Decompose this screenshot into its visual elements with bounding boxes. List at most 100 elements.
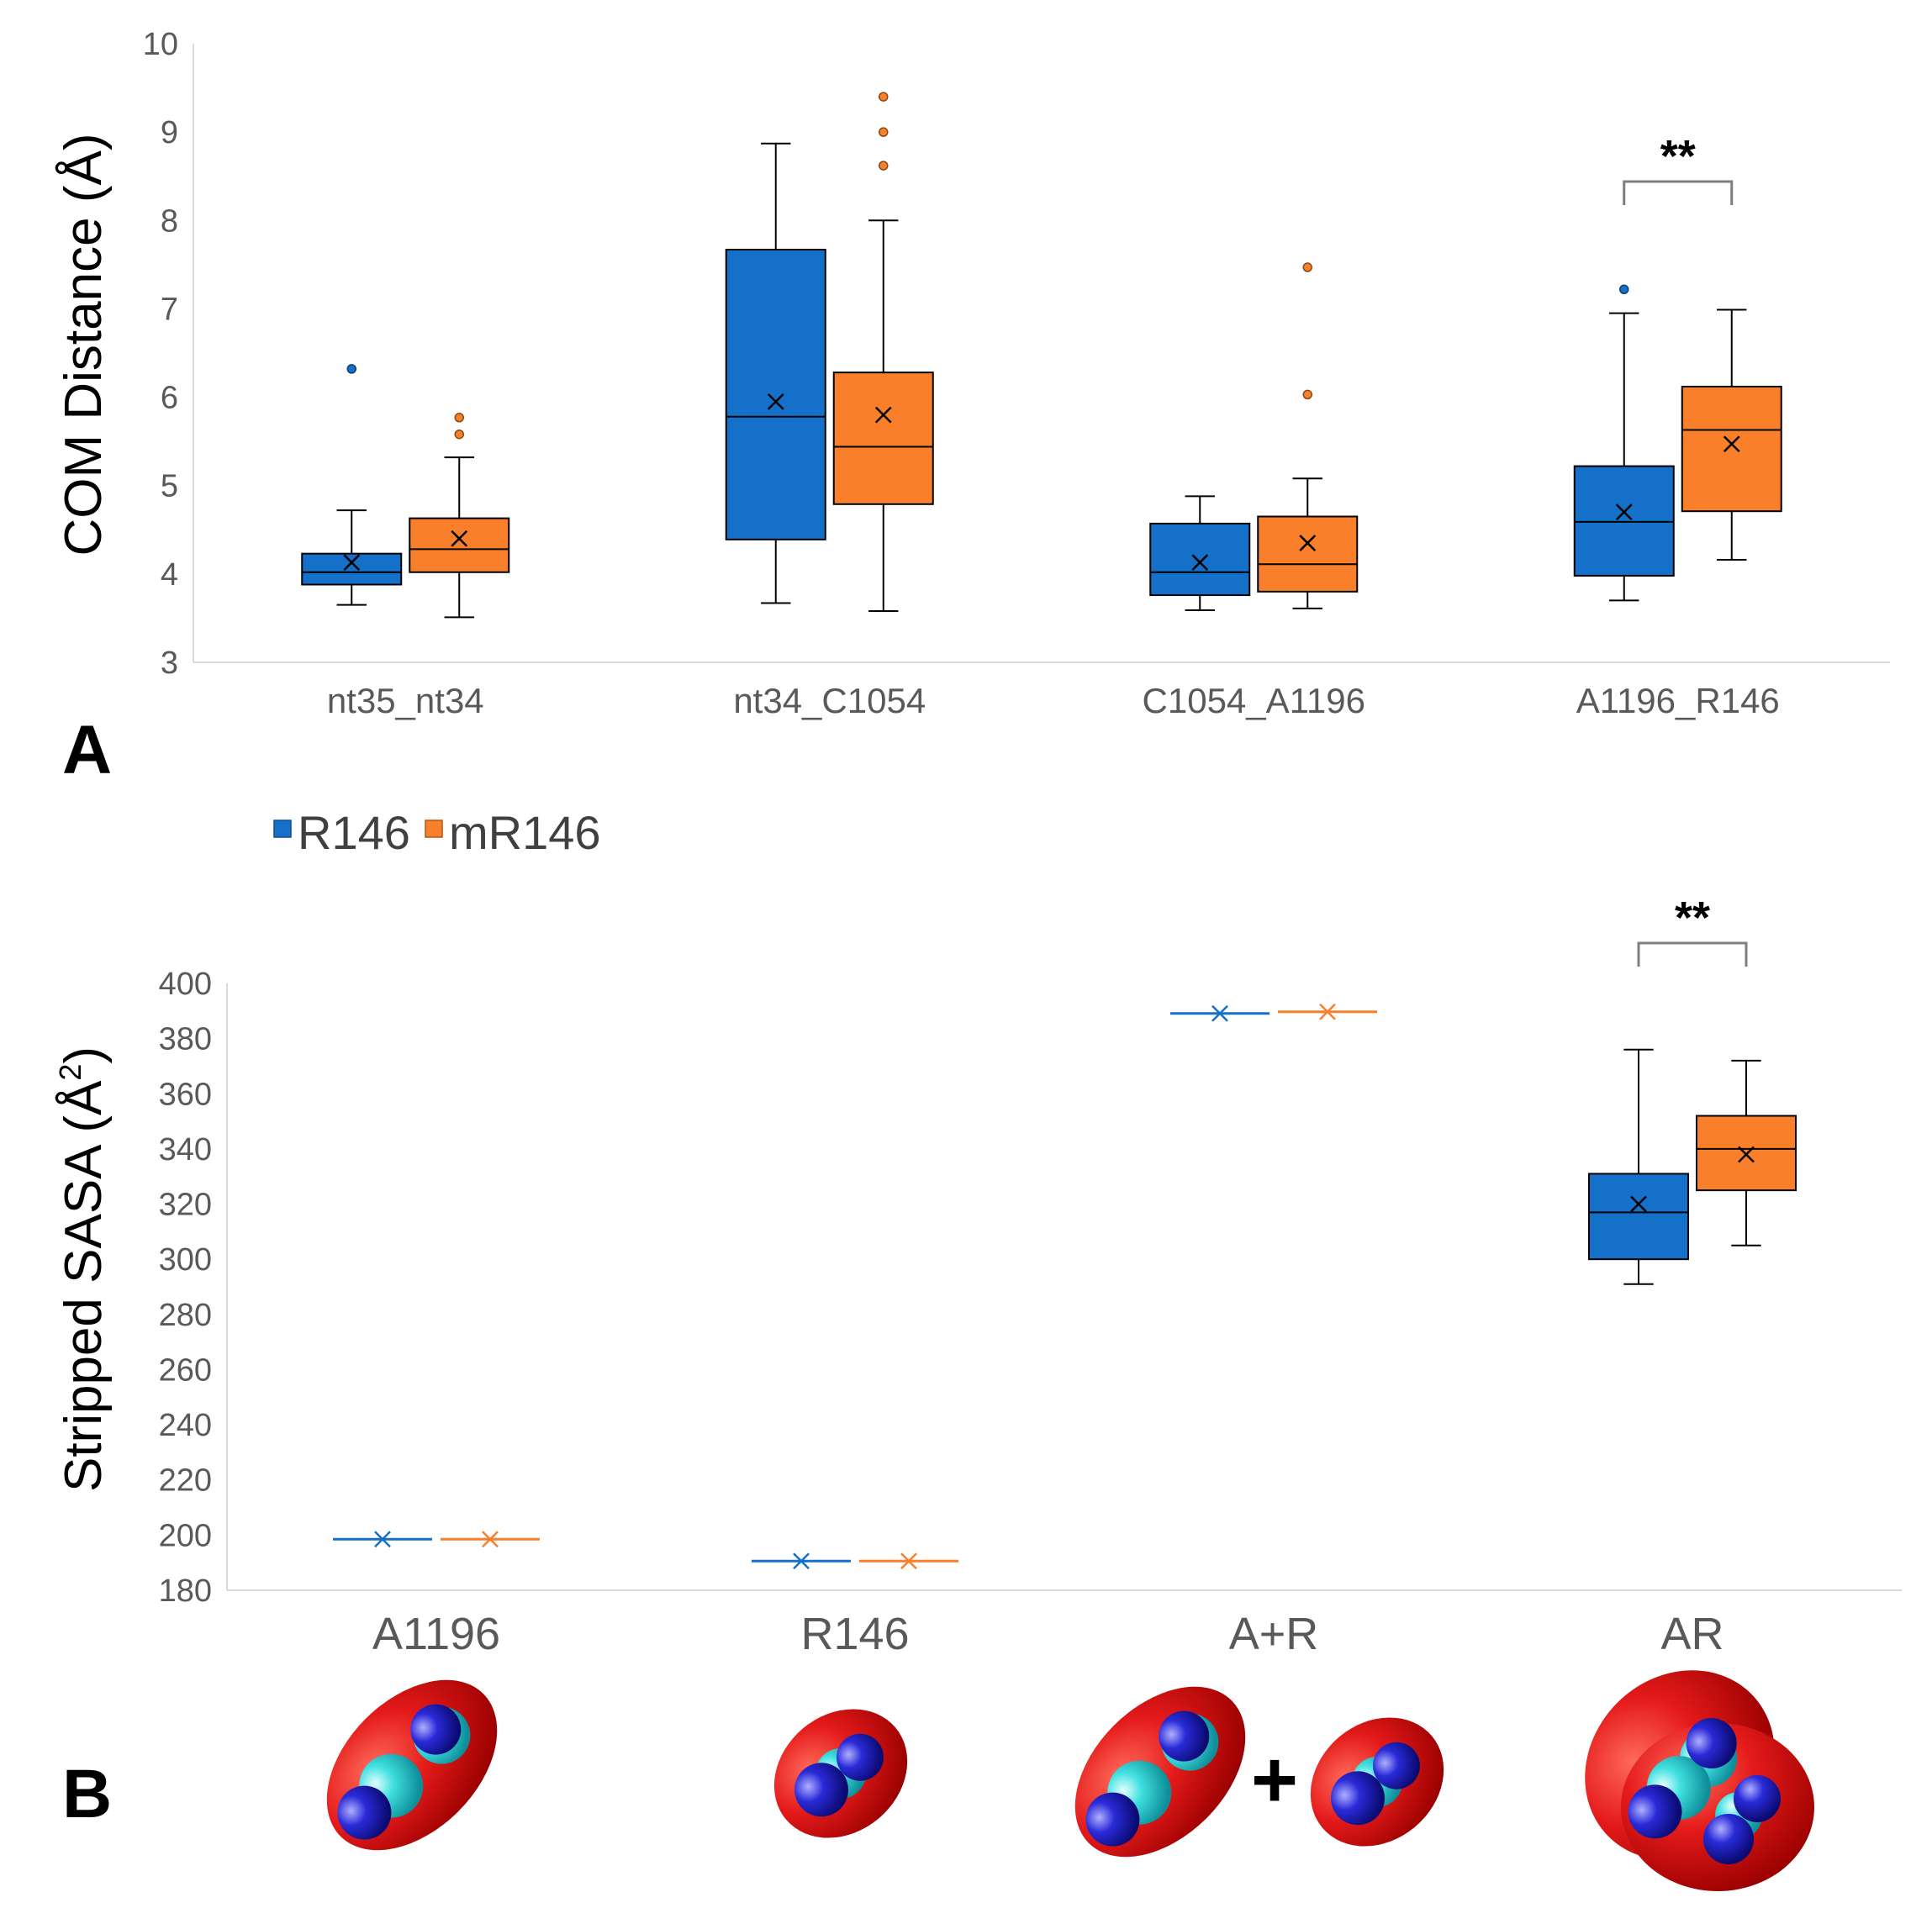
box-outlier-point	[454, 413, 464, 423]
box-mean-marker	[874, 406, 892, 424]
box-mean-marker	[1299, 535, 1317, 551]
y-tick-label: 4	[161, 557, 178, 593]
y-tick-label: 7	[161, 292, 178, 327]
box-mean-marker	[374, 1531, 391, 1548]
molecule-a1196-copy-nitrogen-icon	[1159, 1710, 1210, 1762]
x-category-label: A1196	[372, 1609, 500, 1659]
molecule-a1196-nitrogen-icon	[337, 1785, 392, 1840]
y-tick-label: 280	[159, 1298, 212, 1333]
y-tick-label: 260	[159, 1352, 212, 1388]
panel-b-ylabel: Stripped SASA (Å2)	[53, 1046, 113, 1492]
molecule-a1196-nitrogen-icon	[410, 1704, 462, 1755]
box-iqr	[1257, 515, 1359, 593]
molecule-r146-copy-nitrogen-icon	[1331, 1771, 1386, 1826]
molecule-r146-copy	[1310, 1717, 1444, 1847]
box-outlier-point	[1302, 389, 1312, 400]
box-outlier-point	[879, 92, 889, 102]
molecule-a1196-copy-nitrogen-icon	[1085, 1792, 1140, 1847]
y-tick-label: 400	[159, 967, 212, 1002]
x-category-label: A1196_R146	[1576, 681, 1780, 720]
y-tick-label: 10	[143, 27, 178, 62]
legend-label-r146: R146	[298, 806, 410, 859]
molecule-ar-complex	[1585, 1670, 1814, 1891]
box-mean-marker	[451, 530, 468, 547]
y-tick-label: 380	[159, 1022, 212, 1057]
y-tick-label: 240	[159, 1408, 212, 1443]
box-iqr	[832, 372, 934, 505]
molecule-ar-nitrogen-icon	[1734, 1775, 1781, 1822]
box-mean-marker	[1191, 554, 1209, 572]
molecule-a1196	[326, 1679, 498, 1851]
box-outlier-point	[1619, 284, 1629, 295]
box-mean-marker	[343, 554, 361, 572]
box-iqr	[409, 517, 510, 573]
y-tick-label: 220	[159, 1463, 212, 1499]
x-category-label: C1054_A1196	[1143, 681, 1365, 720]
panel-a-ylabel: COM Distance (Å)	[55, 134, 113, 556]
box-outlier-point	[879, 127, 889, 137]
box-mean-marker	[1615, 503, 1633, 521]
molecule-ar-nitrogen-icon	[1628, 1784, 1682, 1839]
molecule-a1196-copy	[1074, 1686, 1246, 1858]
box-mean-marker	[1738, 1146, 1755, 1163]
box-mean-marker	[1723, 435, 1740, 453]
box-outlier-point	[454, 429, 464, 440]
molecule-r146	[773, 1709, 908, 1838]
box-outlier-point	[1302, 262, 1312, 272]
panel-b-ylabel-main: Stripped SASA (Å	[55, 1080, 113, 1492]
y-tick-label: 8	[161, 203, 178, 239]
y-tick-label: 6	[161, 381, 178, 416]
box-mean-marker	[482, 1531, 499, 1548]
box-mean-marker	[1319, 1003, 1336, 1020]
molecule-ar-nitrogen-icon	[1703, 1814, 1754, 1864]
x-category-label: R146	[800, 1609, 909, 1659]
panel-b-ylabel-sup: 2	[53, 1064, 87, 1081]
panel-b-plot: 180 200 220 240 260 280 300 320 340 360 380 400 A119…	[159, 893, 1902, 1659]
significance-bracket	[1623, 180, 1734, 205]
y-tick-label: 3	[161, 646, 178, 681]
y-tick-label: 360	[159, 1077, 212, 1112]
y-tick-label: 180	[159, 1573, 212, 1609]
panel-b-ylabel-end: )	[55, 1046, 113, 1064]
panel-a-plot: 3 4 5 6 7 8 9 10 nt35_nt34 nt34_C1054 C1054_A1196 A…	[143, 27, 1890, 720]
box-iqr	[1681, 385, 1782, 513]
legend: R146 mR146	[273, 806, 601, 859]
significance-bracket	[1637, 941, 1748, 967]
box-mean-marker	[900, 1552, 917, 1570]
box-iqr	[1149, 522, 1251, 597]
panel-a-label: A	[62, 712, 112, 788]
box-iqr	[301, 552, 403, 586]
panel-a-chart: COM Distance (Å) 3 4 5 6 7 8 9 10 nt35_nt34 nt34_…	[55, 27, 1890, 788]
box-iqr	[1573, 465, 1675, 577]
box-mean-marker	[1211, 1004, 1228, 1022]
y-tick-label: 340	[159, 1132, 212, 1167]
box-iqr	[725, 248, 826, 540]
molecule-ar-nitrogen-icon	[1686, 1718, 1737, 1769]
y-tick-label: 5	[161, 469, 178, 504]
significance-stars: **	[1675, 893, 1710, 943]
box-mean-marker	[793, 1552, 810, 1570]
panel-b-label: B	[62, 1756, 112, 1832]
box-iqr	[1588, 1173, 1689, 1261]
molecule-r146-nitrogen-icon	[836, 1733, 884, 1781]
box-outlier-point	[879, 161, 889, 171]
box-mean-marker	[767, 393, 784, 410]
y-tick-label: 320	[159, 1188, 212, 1223]
box-outlier-point	[346, 364, 356, 374]
x-category-label: nt34_C1054	[733, 681, 926, 720]
y-tick-label: 9	[161, 115, 178, 150]
x-category-label: A+R	[1229, 1609, 1319, 1659]
legend-swatch-r146	[273, 820, 292, 838]
significance-stars: **	[1660, 131, 1696, 182]
legend-swatch-mr146	[425, 820, 443, 838]
x-category-label: nt35_nt34	[327, 681, 484, 720]
y-tick-label: 200	[159, 1518, 212, 1553]
panel-b-chart: Stripped SASA (Å2) 180 200 220 240 260 280 300…	[53, 893, 1902, 1832]
legend-label-mr146: mR146	[449, 806, 601, 859]
molecule-r146-copy-nitrogen-icon	[1372, 1742, 1420, 1789]
x-category-label: AR	[1660, 1609, 1723, 1659]
molecule-r146-nitrogen-icon	[794, 1763, 849, 1817]
box-mean-marker	[1630, 1195, 1647, 1213]
y-tick-label: 300	[159, 1242, 212, 1278]
